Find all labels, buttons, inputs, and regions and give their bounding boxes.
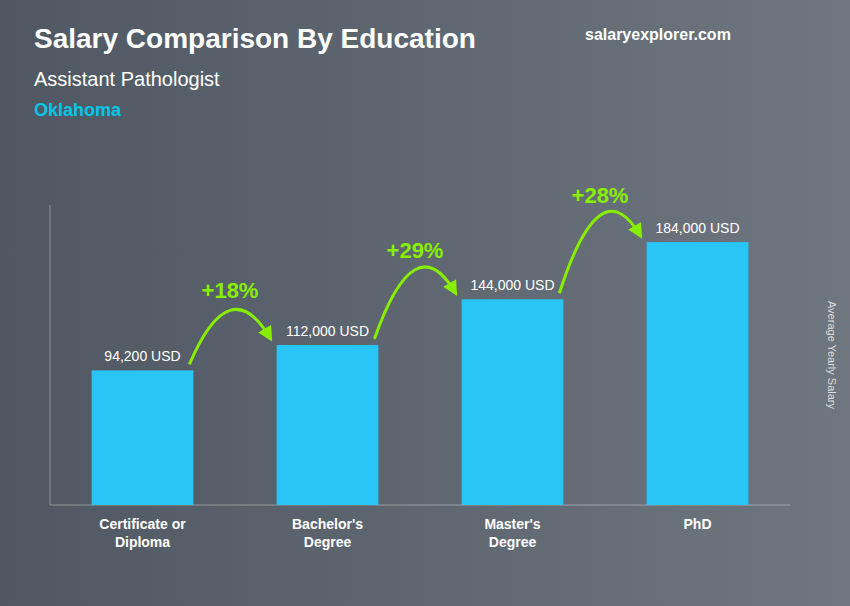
bar: [92, 370, 194, 505]
category-label: Certificate or Diploma: [99, 516, 186, 550]
category-label: Bachelor's Degree: [292, 516, 363, 550]
change-label: +29%: [387, 238, 444, 263]
data-label: 112,000 USD: [286, 323, 369, 339]
change-arrow: [559, 211, 640, 293]
bar: [277, 345, 379, 505]
title: Salary Comparison By Education: [34, 23, 476, 54]
y-axis-label: Average Yearly Salary: [826, 301, 838, 410]
category-label: Master's Degree: [484, 516, 540, 550]
chart: Salary Comparison By Education Assistant …: [0, 0, 850, 606]
y-axis: [50, 205, 51, 505]
change-arrow: [374, 267, 455, 339]
bars: [92, 242, 749, 505]
change-arrow: [189, 309, 270, 364]
category-label-line: PhD: [684, 516, 712, 532]
data-label: 94,200 USD: [104, 348, 180, 364]
change-label: +28%: [572, 183, 629, 208]
category-label: PhD: [684, 516, 712, 532]
brand: salaryexplorer.com: [585, 26, 731, 43]
subtitle: Assistant Pathologist: [34, 68, 220, 90]
category-label-line: Bachelor's: [292, 516, 363, 532]
background: [0, 0, 850, 606]
bar: [647, 242, 749, 505]
category-label-line: Degree: [489, 534, 537, 550]
category-label-line: Diploma: [115, 534, 170, 550]
data-label: 184,000 USD: [655, 220, 739, 236]
chart-container: Salary Comparison By Education Assistant …: [0, 0, 850, 606]
category-label-line: Certificate or: [99, 516, 186, 532]
change-label: +18%: [202, 278, 259, 303]
category-label-line: Master's: [484, 516, 540, 532]
data-label: 144,000 USD: [470, 277, 554, 293]
bar: [462, 299, 564, 505]
category-label-line: Degree: [304, 534, 352, 550]
subtitle: Oklahoma: [34, 100, 122, 120]
